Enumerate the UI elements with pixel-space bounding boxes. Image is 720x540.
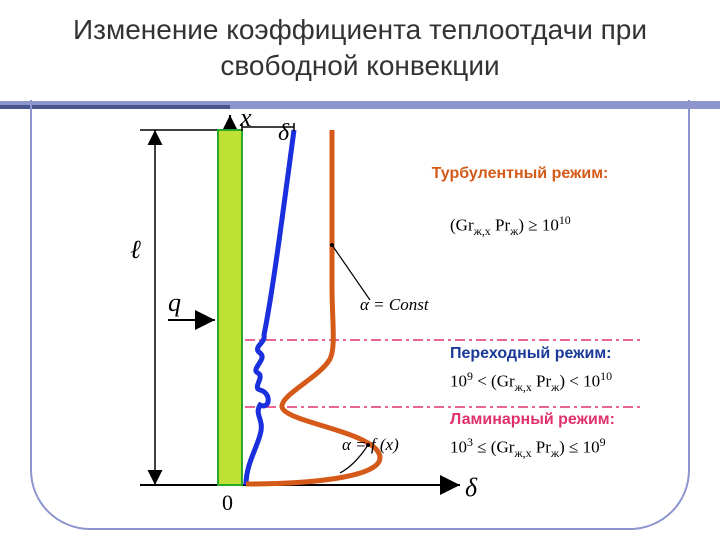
q-label: q [168, 288, 181, 318]
turbulent-formula: (Grж,x Prж) ≥ 1010 [450, 213, 571, 239]
laminar-label: Ламинарный режим: [450, 411, 615, 429]
blue-curve [246, 130, 294, 485]
transition-formula: 109 < (Grж,x Prж) < 1010 [450, 369, 612, 395]
turbulent-label: Турбулентный режим: [430, 165, 610, 183]
alpha-const: α = Const [360, 295, 429, 315]
x-axis-label: x [240, 103, 252, 133]
transition-label: Переходный режим: [450, 345, 612, 363]
origin-label: 0 [222, 490, 233, 516]
delta-top-label: δ [278, 120, 289, 147]
leader-const [332, 245, 370, 300]
delta-axis-label: δ [465, 473, 477, 503]
alpha-fx: α = f (x) [342, 435, 399, 455]
diagram-area: x δ δ 0 q ℓ Турбулентный режим: (Grж,x P… [60, 115, 660, 515]
laminar-formula: 103 ≤ (Grж,x Prж) ≤ 109 [450, 435, 606, 461]
slide-header: Изменение коэффициента теплоотдачи при с… [0, 0, 720, 105]
slide-title: Изменение коэффициента теплоотдачи при с… [30, 12, 690, 85]
ell-label: ℓ [130, 235, 141, 265]
heated-wall [218, 130, 242, 485]
